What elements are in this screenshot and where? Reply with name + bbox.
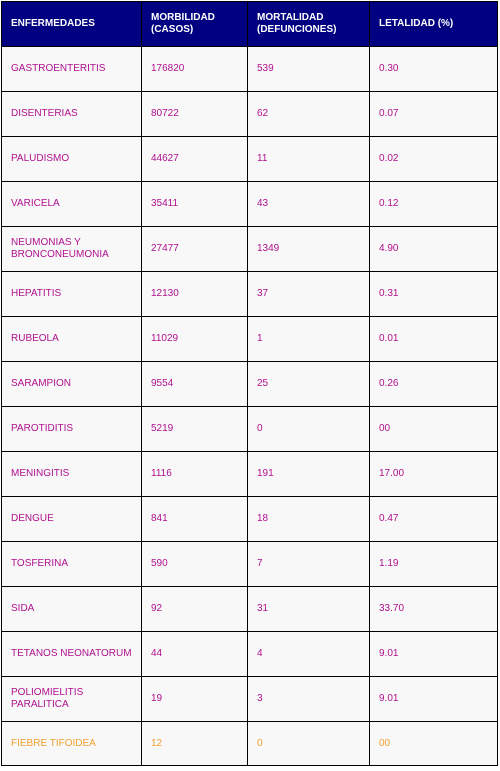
cases-value: 80722 <box>141 91 248 137</box>
table-row: DENGUE 841 18 0.47 <box>1 496 498 542</box>
cases-value: 176820 <box>141 46 248 92</box>
header-diseases: ENFERMEDADES <box>1 1 142 47</box>
table-row: PAROTIDITIS 5219 0 00 <box>1 406 498 452</box>
disease-name: SARAMPION <box>1 361 142 407</box>
header-mortality: MORTALIDAD (DEFUNCIONES) <box>247 1 370 47</box>
cases-value: 44 <box>141 631 248 677</box>
deaths-value: 0 <box>247 406 370 452</box>
disease-name: FIEBRE TIFOIDEA <box>1 721 142 766</box>
header-row: ENFERMEDADES MORBILIDAD (CASOS) MORTALID… <box>1 1 498 47</box>
lethality-value: 33.70 <box>369 586 498 632</box>
lethality-value: 4.90 <box>369 226 498 272</box>
table-row: TOSFERINA 590 7 1.19 <box>1 541 498 587</box>
disease-name: POLIOMIELITIS PARALITICA <box>1 676 142 722</box>
cases-value: 27477 <box>141 226 248 272</box>
lethality-value: 1.19 <box>369 541 498 587</box>
header-morbidity: MORBILIDAD (CASOS) <box>141 1 248 47</box>
deaths-value: 0 <box>247 721 370 766</box>
lethality-value: 17.00 <box>369 451 498 497</box>
table-row: SIDA 92 31 33.70 <box>1 586 498 632</box>
table-row: SARAMPION 9554 25 0.26 <box>1 361 498 407</box>
table-row: POLIOMIELITIS PARALITICA 19 3 9.01 <box>1 676 498 722</box>
table-row: TETANOS NEONATORUM 44 4 9.01 <box>1 631 498 677</box>
table-row: NEUMONIAS Y BRONCONEUMONIA 27477 1349 4.… <box>1 226 498 272</box>
lethality-value: 9.01 <box>369 676 498 722</box>
deaths-value: 25 <box>247 361 370 407</box>
table-row: MENINGITIS 1116 191 17.00 <box>1 451 498 497</box>
disease-name: GASTROENTERITIS <box>1 46 142 92</box>
disease-name: DENGUE <box>1 496 142 542</box>
cases-value: 12130 <box>141 271 248 317</box>
deaths-value: 4 <box>247 631 370 677</box>
disease-name: DISENTERIAS <box>1 91 142 137</box>
table-row: FIEBRE TIFOIDEA 12 0 00 <box>1 721 498 766</box>
deaths-value: 1349 <box>247 226 370 272</box>
disease-name: HEPATITIS <box>1 271 142 317</box>
cases-value: 9554 <box>141 361 248 407</box>
lethality-value: 0.07 <box>369 91 498 137</box>
cases-value: 35411 <box>141 181 248 227</box>
deaths-value: 11 <box>247 136 370 182</box>
cases-value: 92 <box>141 586 248 632</box>
deaths-value: 1 <box>247 316 370 362</box>
disease-name: NEUMONIAS Y BRONCONEUMONIA <box>1 226 142 272</box>
deaths-value: 43 <box>247 181 370 227</box>
disease-name: TETANOS NEONATORUM <box>1 631 142 677</box>
cases-value: 841 <box>141 496 248 542</box>
lethality-value: 0.26 <box>369 361 498 407</box>
cases-value: 12 <box>141 721 248 766</box>
table-row: HEPATITIS 12130 37 0.31 <box>1 271 498 317</box>
disease-name: VARICELA <box>1 181 142 227</box>
disease-name: MENINGITIS <box>1 451 142 497</box>
header-lethality: LETALIDAD (%) <box>369 1 498 47</box>
deaths-value: 539 <box>247 46 370 92</box>
lethality-value: 0.30 <box>369 46 498 92</box>
lethality-value: 0.31 <box>369 271 498 317</box>
table-row: DISENTERIAS 80722 62 0.07 <box>1 91 498 137</box>
deaths-value: 62 <box>247 91 370 137</box>
lethality-value: 0.01 <box>369 316 498 362</box>
cases-value: 19 <box>141 676 248 722</box>
deaths-value: 191 <box>247 451 370 497</box>
lethality-value: 0.47 <box>369 496 498 542</box>
deaths-value: 7 <box>247 541 370 587</box>
disease-name: RUBEOLA <box>1 316 142 362</box>
lethality-value: 0.12 <box>369 181 498 227</box>
cases-value: 11029 <box>141 316 248 362</box>
lethality-value: 00 <box>369 406 498 452</box>
lethality-value: 00 <box>369 721 498 766</box>
lethality-value: 9.01 <box>369 631 498 677</box>
table-row: GASTROENTERITIS 176820 539 0.30 <box>1 46 498 92</box>
deaths-value: 31 <box>247 586 370 632</box>
disease-name: SIDA <box>1 586 142 632</box>
disease-name: TOSFERINA <box>1 541 142 587</box>
cases-value: 1116 <box>141 451 248 497</box>
table-row: RUBEOLA 11029 1 0.01 <box>1 316 498 362</box>
disease-name: PALUDISMO <box>1 136 142 182</box>
deaths-value: 3 <box>247 676 370 722</box>
lethality-value: 0.02 <box>369 136 498 182</box>
cases-value: 5219 <box>141 406 248 452</box>
table-row: VARICELA 35411 43 0.12 <box>1 181 498 227</box>
deaths-value: 37 <box>247 271 370 317</box>
disease-name: PAROTIDITIS <box>1 406 142 452</box>
cases-value: 590 <box>141 541 248 587</box>
deaths-value: 18 <box>247 496 370 542</box>
cases-value: 44627 <box>141 136 248 182</box>
table-row: PALUDISMO 44627 11 0.02 <box>1 136 498 182</box>
